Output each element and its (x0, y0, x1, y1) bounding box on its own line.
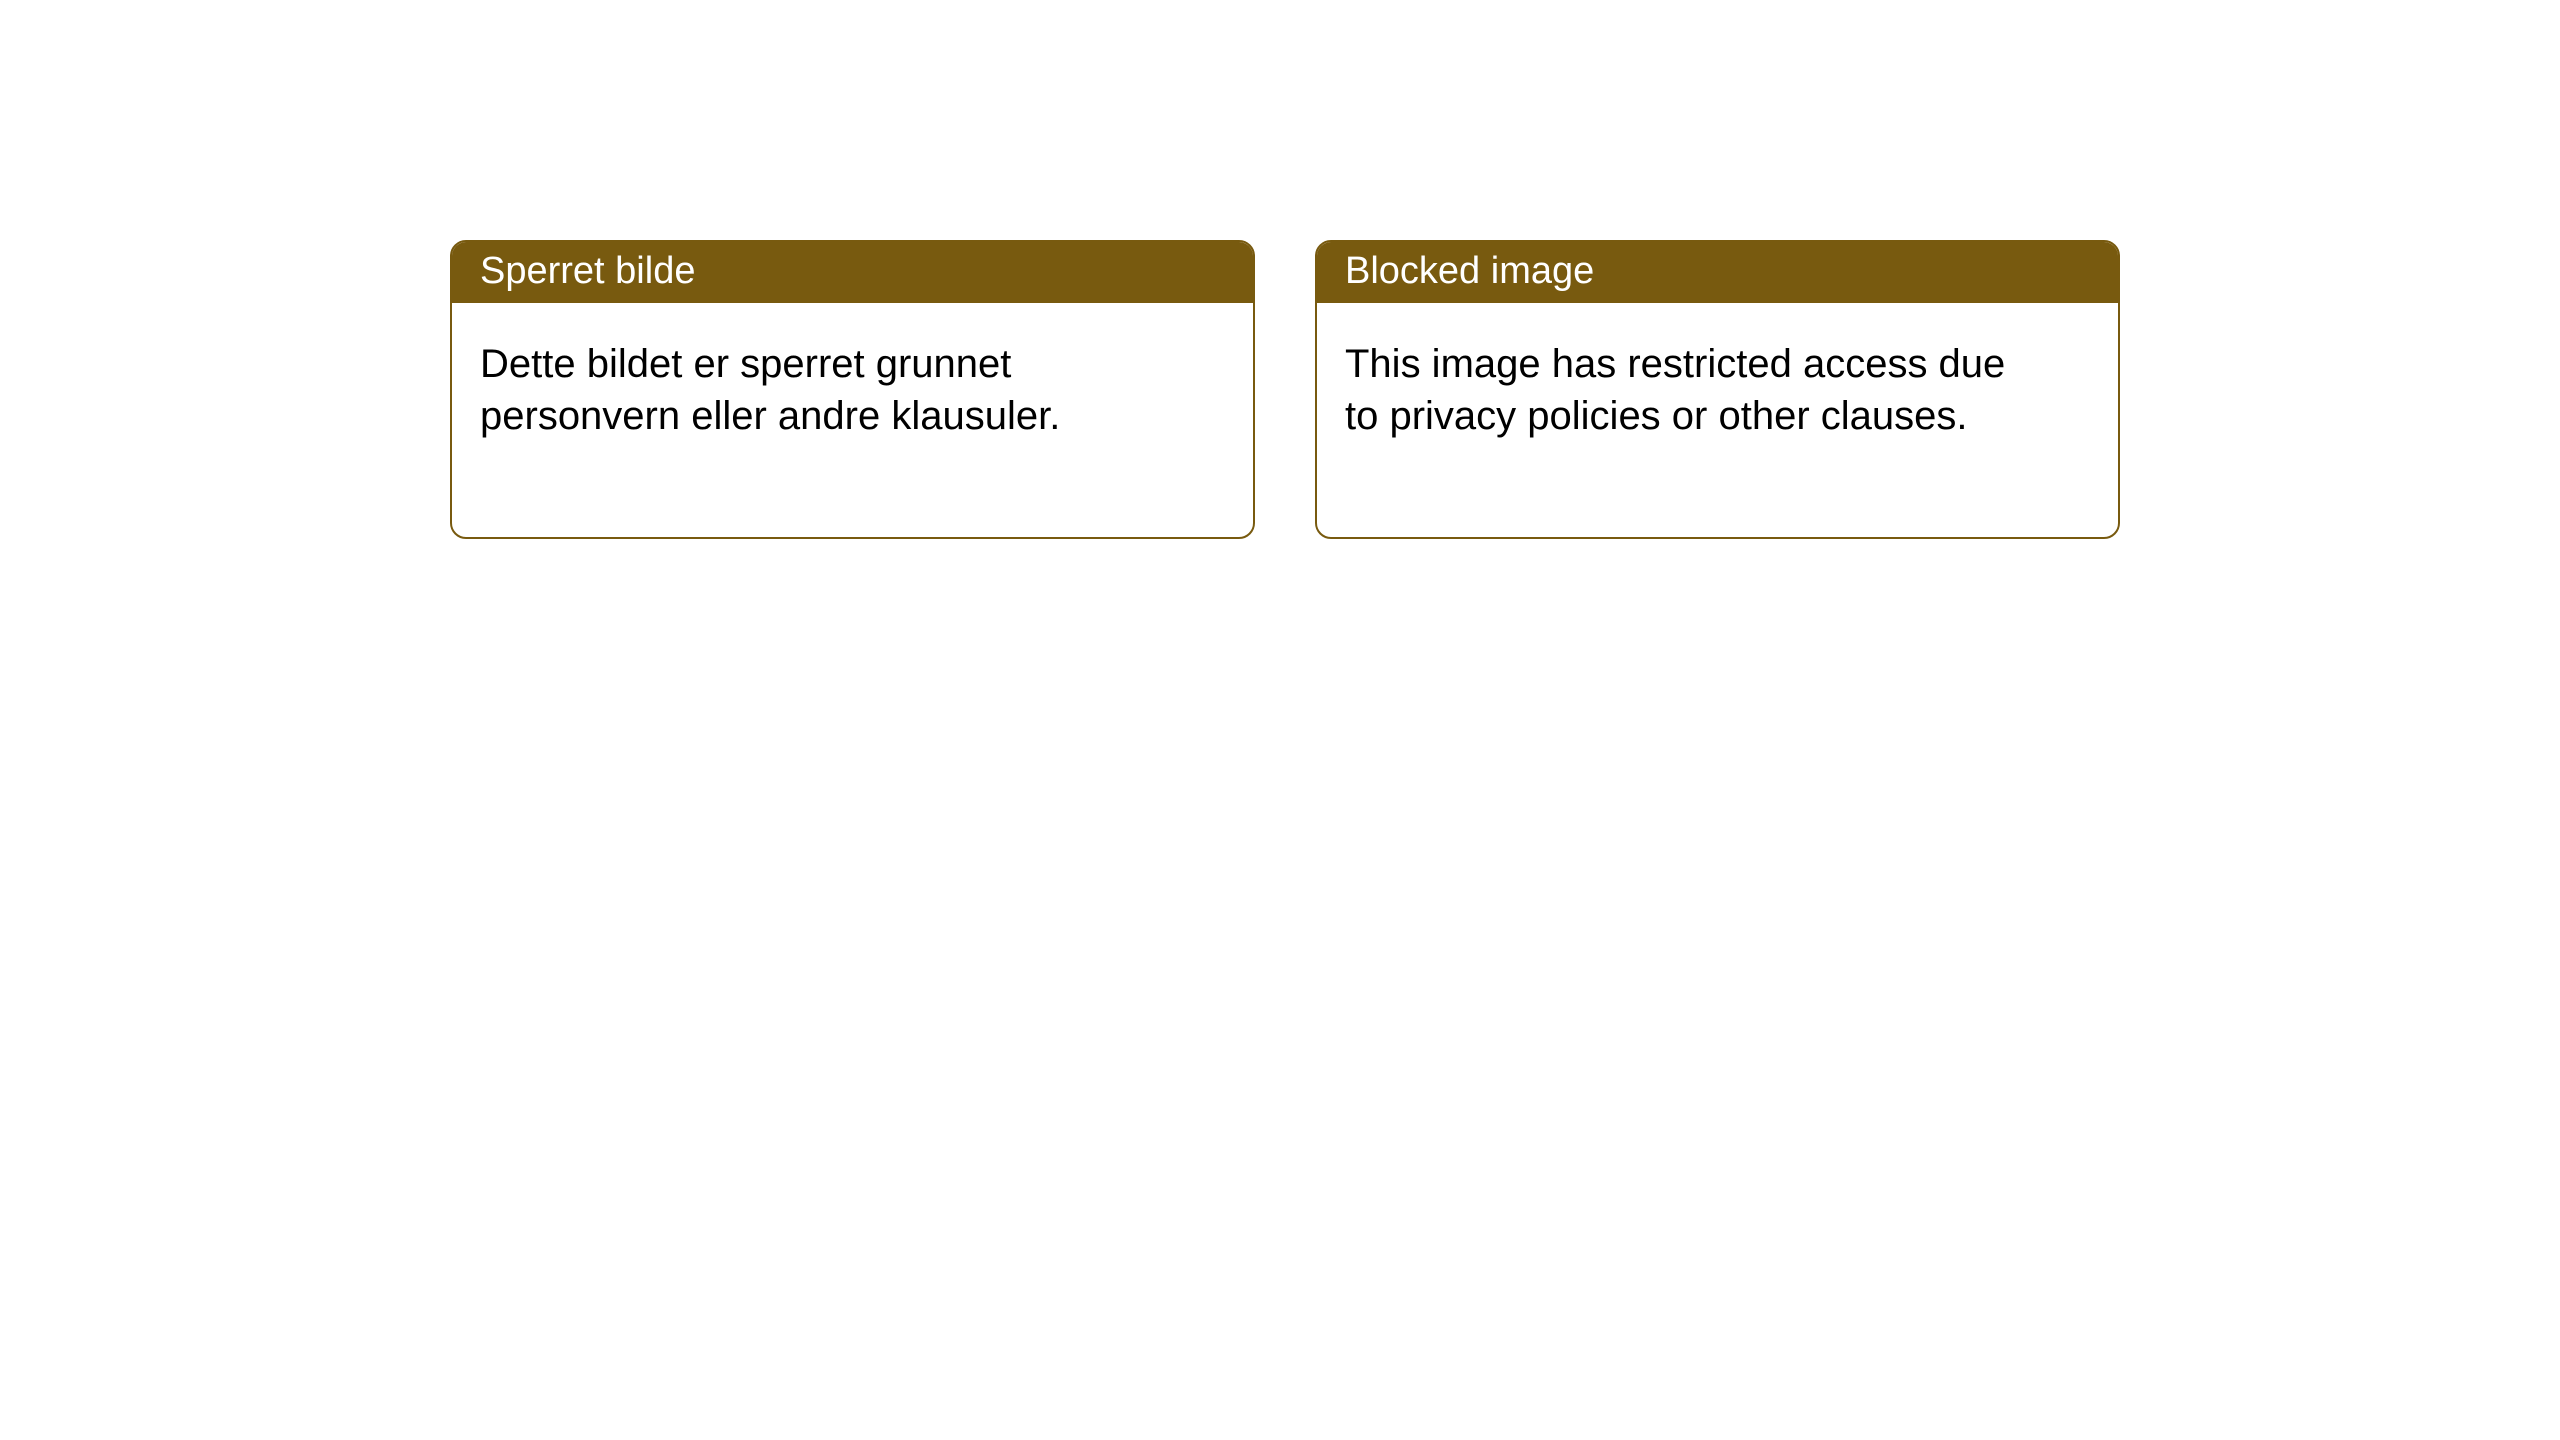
notice-header-english: Blocked image (1317, 242, 2118, 303)
notice-text-english: This image has restricted access due to … (1345, 338, 2015, 442)
notice-body-english: This image has restricted access due to … (1317, 303, 2118, 537)
notice-card-norwegian: Sperret bilde Dette bildet er sperret gr… (450, 240, 1255, 539)
notice-cards-container: Sperret bilde Dette bildet er sperret gr… (0, 0, 2560, 539)
notice-card-english: Blocked image This image has restricted … (1315, 240, 2120, 539)
notice-header-norwegian: Sperret bilde (452, 242, 1253, 303)
notice-body-norwegian: Dette bildet er sperret grunnet personve… (452, 303, 1253, 537)
notice-text-norwegian: Dette bildet er sperret grunnet personve… (480, 338, 1150, 442)
